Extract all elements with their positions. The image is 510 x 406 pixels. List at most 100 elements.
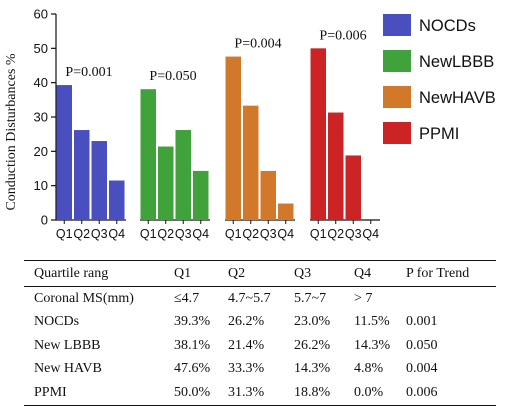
- table-cell: 0.0%: [354, 381, 406, 406]
- table-cell: 31.3%: [228, 381, 294, 406]
- bars: [56, 48, 361, 221]
- bar: [56, 85, 72, 220]
- table-cell: 14.3%: [354, 337, 391, 353]
- x-tick-label: Q3: [91, 227, 108, 241]
- table-cell: NOCDs: [34, 314, 80, 330]
- y-tick-label: 20: [34, 144, 48, 159]
- table-cell: 21.4%: [228, 337, 265, 353]
- legend-swatch: [383, 86, 411, 108]
- x-tick-label: Q1: [310, 227, 327, 241]
- header-cell: Q3: [294, 260, 354, 287]
- y-tick-label: 40: [34, 75, 48, 90]
- bar: [74, 130, 90, 220]
- legend-swatch: [383, 14, 411, 36]
- legend-label: NOCDs: [419, 17, 476, 35]
- bar: [260, 170, 276, 220]
- bar-chart: Conduction Disturbances % 0102030405060 …: [4, 7, 496, 242]
- table-cell: [406, 287, 496, 311]
- p-value-label: P=0.001: [65, 65, 112, 80]
- table-cell: 11.5%: [354, 314, 390, 330]
- y-axis-label: Conduction Disturbances %: [4, 53, 19, 210]
- table-cell: 26.2%: [294, 337, 331, 353]
- x-tick-label: Q1: [225, 227, 242, 241]
- legend: NOCDs NewLBBB NewHAVB PPMI: [383, 14, 496, 144]
- x-tick-label: Q4: [192, 227, 209, 241]
- table-cell: 18.8%: [294, 381, 354, 406]
- bar: [91, 141, 107, 220]
- table-cell: 26.2%: [228, 314, 265, 330]
- bar: [193, 170, 209, 220]
- p-value-label: P=0.050: [149, 69, 196, 84]
- y-axis-label-group: Conduction Disturbances %: [4, 53, 19, 210]
- table-cell: Coronal MS(mm): [34, 290, 134, 306]
- p-labels: P=0.001 P=0.050 P=0.004 P=0.006: [65, 28, 366, 84]
- table-cell: ≤4.7: [174, 290, 200, 306]
- table-row: New HAVB 47.6% 33.3% 14.3% 4.8% 0.004: [24, 358, 496, 382]
- table-cell: 23.0%: [294, 314, 331, 330]
- bar: [175, 130, 191, 220]
- table-cell: 0.004: [406, 361, 438, 377]
- summary-table: Quartile rang Q1 Q2 Q3 Q4 P for Trend Co…: [24, 260, 496, 406]
- table-cell: 50.0%: [174, 381, 228, 406]
- x-tick-label: Q2: [157, 227, 174, 241]
- x-tick-label: Q3: [175, 227, 192, 241]
- table-cell: 33.3%: [228, 361, 265, 377]
- x-tick-label: Q1: [140, 227, 157, 241]
- legend-label: NewHAVB: [419, 89, 496, 107]
- x-tick-label: Q3: [345, 227, 362, 241]
- table-cell: New LBBB: [34, 337, 101, 353]
- table-row: New LBBB 38.1% 21.4% 26.2% 14.3% 0.050: [24, 334, 496, 358]
- header-cell: Q4: [354, 260, 406, 287]
- table-cell: New HAVB: [34, 361, 102, 377]
- x-tick-label: Q1: [56, 227, 73, 241]
- x-tick-label: Q2: [327, 227, 344, 241]
- legend-label: PPMI: [419, 125, 459, 143]
- p-value-label: P=0.006: [319, 28, 366, 43]
- y-tick-labels: 0 10 20 30 40 50 60: [34, 7, 48, 228]
- y-tick-label: 60: [34, 7, 48, 22]
- table-body: Coronal MS(mm) ≤4.7 4.7~5.7 5.7~7 > 7 NOCDs 39…: [24, 287, 496, 406]
- axes: 0 10 20 30 40 50 60: [34, 7, 380, 228]
- x-tick-label: Q3: [260, 227, 277, 241]
- table-cell: 0.050: [406, 337, 438, 353]
- y-tick-label: 10: [34, 178, 48, 193]
- table-cell: 0.006: [406, 381, 496, 406]
- table-cell: 5.7~7: [294, 290, 327, 306]
- bar: [345, 155, 361, 220]
- bar: [225, 56, 241, 220]
- y-tick-label: 30: [34, 110, 48, 125]
- x-tick-label: Q4: [108, 227, 125, 241]
- table-header-row: Quartile rang Q1 Q2 Q3 Q4 P for Trend: [24, 260, 496, 287]
- table-row: PPMI 50.0% 31.3% 18.8% 0.0% 0.006: [24, 381, 496, 406]
- table-cell: 4.7~5.7: [228, 290, 271, 306]
- table-row: Coronal MS(mm) ≤4.7 4.7~5.7 5.7~7 > 7: [24, 287, 496, 311]
- bar: [310, 48, 326, 221]
- table-cell: 39.3%: [174, 314, 211, 330]
- bar: [243, 105, 259, 220]
- x-tick-labels: Q1 Q2 Q3 Q4 Q1 Q2 Q3 Q4 Q1 Q2 Q3 Q4 Q1 Q2 Q3 Q4: [56, 227, 379, 241]
- bar: [158, 146, 174, 220]
- table-cell: PPMI: [24, 381, 174, 406]
- header-cell: Q1: [174, 260, 228, 287]
- header-cell: P for Trend: [406, 260, 496, 287]
- y-tick-label: 0: [41, 213, 48, 228]
- bar: [328, 112, 344, 220]
- x-tick-label: Q2: [73, 227, 90, 241]
- bar: [109, 180, 125, 220]
- table-cell: 47.6%: [174, 361, 211, 377]
- bar: [278, 203, 294, 220]
- header-cell: Quartile rang: [24, 260, 174, 287]
- table-cell: 4.8%: [354, 361, 384, 377]
- table-cell: 0.001: [406, 314, 438, 330]
- y-tick-label: 50: [34, 41, 48, 56]
- x-tick-label: Q4: [362, 227, 379, 241]
- legend-label: NewLBBB: [419, 53, 494, 71]
- x-tick-label: Q2: [242, 227, 259, 241]
- table-cell: > 7: [354, 290, 373, 306]
- table-row: NOCDs 39.3% 26.2% 23.0% 11.5% 0.001: [24, 311, 496, 335]
- table-cell: 14.3%: [294, 361, 331, 377]
- legend-swatch: [383, 50, 411, 72]
- x-tick-label: Q4: [277, 227, 294, 241]
- p-value-label: P=0.004: [234, 37, 281, 52]
- table-cell: 38.1%: [174, 337, 211, 353]
